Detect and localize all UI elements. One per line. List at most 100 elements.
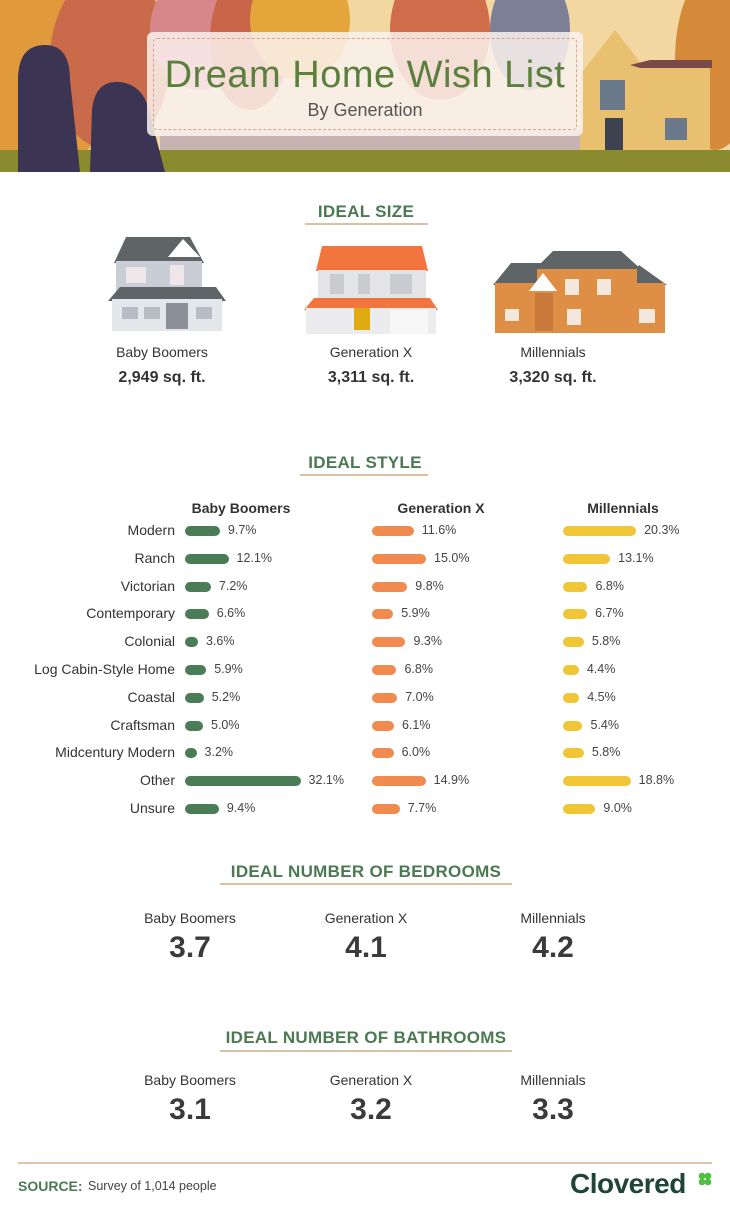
bar [185, 526, 220, 536]
size-label-boomers: Baby Boomers [116, 344, 208, 360]
data-label: 5.8% [591, 745, 621, 760]
bar [185, 748, 197, 759]
ideal-style-heading: IDEAL STYLE [308, 453, 422, 472]
bar [563, 776, 631, 787]
data-label: 9.8% [415, 578, 444, 593]
size-value-boomers: 2,949 sq. ft. [118, 369, 206, 386]
category-label: Ranch [134, 549, 175, 566]
data-label: 5.4% [590, 717, 619, 732]
size-label-millennials: Millennials [520, 344, 586, 360]
bar [563, 804, 596, 814]
column-header-millennials: Millennials [587, 500, 659, 516]
bedrooms-value-millennials: 4.2 [532, 931, 574, 964]
bathrooms-value-millennials: 3.3 [532, 1093, 574, 1126]
house-boomers-icon [108, 237, 226, 331]
bathrooms-heading: IDEAL NUMBER OF BATHROOMS [225, 1028, 507, 1047]
bedrooms-value-genx: 4.1 [345, 931, 387, 964]
data-label: 6.1% [401, 717, 431, 732]
bathrooms-label-boomers: Baby Boomers [144, 1072, 236, 1088]
category-label: Modern [127, 522, 175, 538]
data-label: 5.2% [211, 689, 241, 704]
heading-underline [220, 1050, 512, 1052]
bar [185, 609, 209, 620]
data-label: 3.2% [204, 745, 234, 760]
bedrooms-heading: IDEAL NUMBER OF BEDROOMS [230, 862, 502, 881]
house-genx-icon [304, 246, 438, 334]
size-label-genx: Generation X [329, 344, 413, 360]
category-label: Other [139, 772, 175, 789]
page-subtitle: By Generation [307, 100, 423, 120]
bar [185, 720, 203, 731]
bar [185, 665, 207, 675]
bar [563, 526, 637, 536]
bar [563, 720, 583, 731]
data-label: 3.6% [205, 634, 235, 649]
bar [563, 581, 588, 592]
category-label: Craftsman [110, 716, 175, 733]
bar [372, 526, 414, 536]
bar [563, 665, 579, 675]
ideal-size-heading: IDEAL SIZE [317, 202, 415, 221]
page-title: Dream Home Wish List [164, 54, 566, 96]
data-label: 4.4% [586, 662, 616, 676]
bar [372, 553, 426, 564]
data-label: 5.0% [211, 717, 240, 732]
category-label: Victorian [120, 577, 175, 594]
data-label: 11.6% [421, 523, 457, 537]
data-label: 9.0% [603, 801, 632, 815]
bar [372, 665, 397, 675]
size-value-millennials: 3,320 sq. ft. [509, 369, 597, 386]
data-label: 6.0% [401, 745, 431, 760]
bar [563, 609, 588, 620]
data-label: 5.8% [591, 634, 621, 649]
bar [372, 609, 394, 620]
data-label: 14.9% [433, 773, 470, 788]
data-label: 7.7% [407, 801, 437, 815]
data-label: 6.8% [595, 578, 624, 593]
data-label: 9.7% [227, 523, 257, 537]
bedrooms-label-boomers: Baby Boomers [144, 910, 236, 926]
clovered-logo: Clovered [570, 1168, 686, 1199]
bedrooms-value-boomers: 3.7 [169, 931, 211, 964]
data-label: 13.1% [618, 550, 654, 565]
data-label: 6.8% [404, 662, 433, 676]
data-label: 32.1% [308, 773, 344, 788]
bar [372, 720, 394, 731]
data-label: 9.4% [226, 801, 256, 815]
house-millennials-icon [493, 251, 667, 333]
source-label: SOURCE: [18, 1178, 83, 1194]
size-value-genx: 3,311 sq. ft. [327, 369, 415, 386]
data-label: 20.3% [644, 523, 680, 537]
bar [372, 637, 406, 648]
bar [372, 804, 400, 814]
data-label: 18.8% [638, 773, 675, 788]
data-label: 6.7% [595, 606, 624, 621]
bar [185, 804, 219, 814]
bar [372, 692, 398, 703]
bar [185, 776, 301, 787]
data-label: 7.2% [218, 578, 248, 593]
bar [563, 748, 584, 759]
data-label: 12.1% [236, 550, 272, 565]
category-label: Midcentury Modern [55, 744, 175, 761]
bathrooms-value-genx: 3.2 [350, 1093, 392, 1126]
bar [563, 637, 584, 648]
bar [372, 748, 394, 759]
category-label: Colonial [124, 633, 175, 650]
heading-underline [220, 883, 512, 885]
bathrooms-label-millennials: Millennials [520, 1072, 586, 1088]
category-label: Unsure [129, 800, 175, 816]
data-label: 6.6% [216, 606, 246, 621]
category-label: Contemporary [86, 605, 175, 622]
bedrooms-label-millennials: Millennials [520, 910, 586, 926]
data-label: 5.9% [401, 606, 430, 621]
bar [372, 776, 426, 787]
heading-underline [300, 474, 428, 476]
bar [185, 581, 211, 592]
footer-divider [18, 1162, 712, 1164]
bar [185, 553, 229, 564]
bar [372, 581, 408, 592]
title-box: Dream Home Wish List By Generation [147, 32, 583, 136]
data-label: 7.0% [405, 689, 434, 704]
